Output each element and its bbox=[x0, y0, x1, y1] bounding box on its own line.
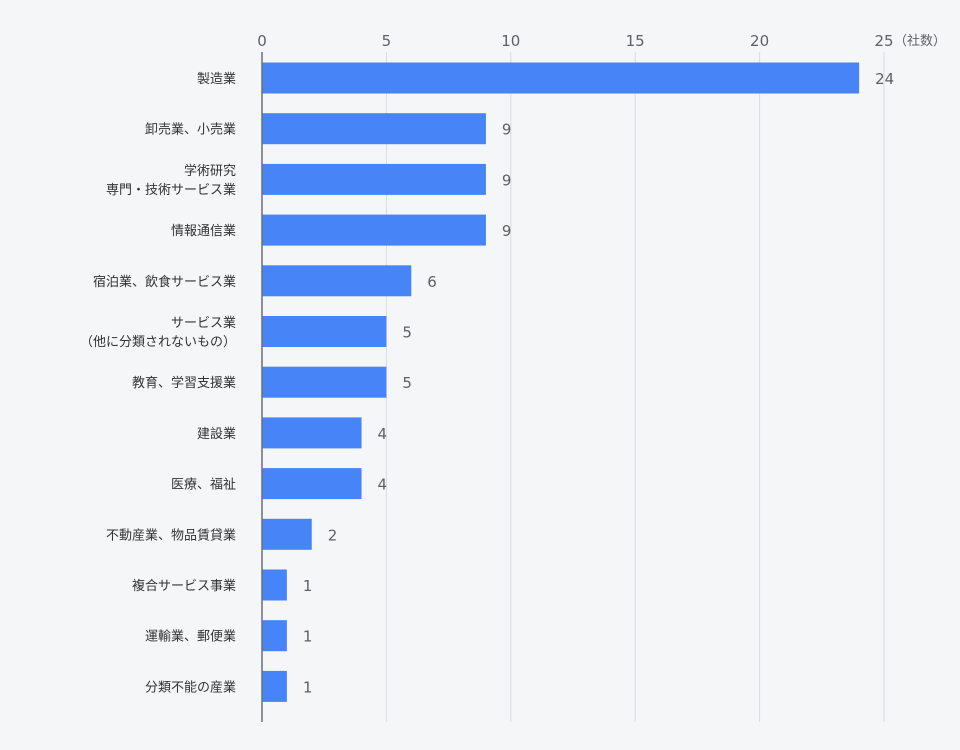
x-tick-label: 20 bbox=[750, 32, 769, 50]
category-label-line: サービス業 bbox=[171, 315, 236, 331]
category-label-line: 卸売業、小売業 bbox=[145, 122, 236, 138]
x-tick-label: 10 bbox=[501, 32, 520, 50]
bar bbox=[262, 265, 412, 297]
bar-value-label: 4 bbox=[378, 476, 388, 494]
category-label: 学術研究専門・技術サービス業 bbox=[106, 163, 236, 198]
bar-value-label: 4 bbox=[378, 425, 388, 443]
bar-value-label: 6 bbox=[427, 273, 437, 291]
x-axis-unit-label: （社数） bbox=[894, 33, 946, 49]
bars bbox=[262, 62, 860, 702]
category-label: 教育、学習支援業 bbox=[132, 375, 236, 391]
gridlines bbox=[385, 52, 885, 722]
value-labels: 24 9 9 9 6 5 5 4 4 2 1 1 1 bbox=[303, 70, 894, 696]
category-label: 複合サービス事業 bbox=[132, 578, 236, 594]
category-label-line: 教育、学習支援業 bbox=[132, 375, 236, 391]
category-label-line: 製造業 bbox=[197, 71, 236, 87]
category-label: 分類不能の産業 bbox=[145, 679, 236, 695]
bar bbox=[262, 366, 387, 398]
bar-value-label: 9 bbox=[502, 171, 512, 189]
bar bbox=[262, 62, 860, 94]
x-axis-ticks: 0 5 10 15 20 25 bbox=[257, 32, 893, 50]
bar bbox=[262, 620, 287, 652]
category-label-line: 医療、福祉 bbox=[171, 478, 236, 493]
bar-value-label: 2 bbox=[328, 526, 338, 544]
category-label-line: 複合サービス事業 bbox=[132, 578, 236, 594]
bar-value-label: 1 bbox=[303, 628, 313, 646]
category-label-line: 建設業 bbox=[197, 426, 236, 442]
bar bbox=[262, 518, 312, 550]
category-label-line: 分類不能の産業 bbox=[145, 679, 236, 695]
category-label-line: 専門・技術サービス業 bbox=[106, 182, 236, 198]
category-label: 医療、福祉 bbox=[171, 478, 236, 493]
category-label: 建設業 bbox=[197, 426, 236, 442]
category-label: 宿泊業、飲食サービス業 bbox=[93, 274, 236, 290]
bar-value-label: 9 bbox=[502, 222, 512, 240]
category-label-line: 学術研究 bbox=[184, 163, 236, 179]
bar bbox=[262, 569, 287, 601]
x-tick-label: 5 bbox=[382, 32, 392, 50]
x-tick-label: 15 bbox=[626, 32, 645, 50]
category-label: サービス業 （他に分類されないもの） bbox=[80, 315, 236, 350]
bar-value-label: 9 bbox=[502, 121, 512, 139]
bar-value-label: 5 bbox=[402, 374, 412, 392]
bar bbox=[262, 214, 486, 246]
bar bbox=[262, 163, 486, 195]
bar bbox=[262, 113, 486, 145]
category-label-line: 宿泊業、飲食サービス業 bbox=[93, 274, 236, 290]
category-labels: 製造業卸売業、小売業学術研究専門・技術サービス業情報通信業宿泊業、飲食サービス業… bbox=[80, 71, 236, 695]
x-tick-label: 25 bbox=[874, 32, 893, 50]
bar bbox=[262, 468, 362, 500]
category-label: 卸売業、小売業 bbox=[145, 122, 236, 138]
category-label-line: 情報通信業 bbox=[171, 223, 236, 239]
category-label: 製造業 bbox=[197, 71, 236, 87]
category-label: 不動産業、物品賃貸業 bbox=[106, 527, 236, 543]
bar-value-label: 24 bbox=[875, 70, 894, 88]
category-label-line: （他に分類されないもの） bbox=[80, 335, 236, 350]
bar bbox=[262, 417, 362, 449]
bar-value-label: 1 bbox=[303, 678, 313, 696]
x-tick-label: 0 bbox=[257, 32, 267, 50]
bar-value-label: 1 bbox=[303, 577, 313, 595]
category-label-line: 運輸業、郵便業 bbox=[145, 629, 236, 645]
bar bbox=[262, 670, 287, 702]
category-label: 運輸業、郵便業 bbox=[145, 629, 236, 645]
bar-value-label: 5 bbox=[402, 324, 412, 342]
category-label: 情報通信業 bbox=[171, 223, 236, 239]
bar bbox=[262, 316, 387, 347]
category-label-line: 不動産業、物品賃貸業 bbox=[106, 527, 236, 543]
